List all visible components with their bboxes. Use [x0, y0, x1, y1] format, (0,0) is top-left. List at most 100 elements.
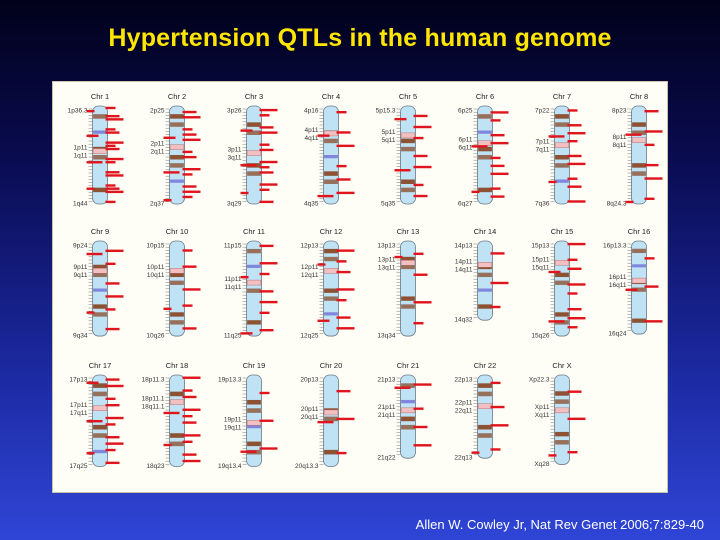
chromosome-name: Chr 12 [320, 227, 343, 236]
band-label: 5q35 [381, 201, 396, 208]
chromosome-band [632, 163, 646, 168]
qtl-marker [259, 143, 270, 146]
band-label: 12p13 [300, 243, 318, 250]
band-label: 16q24 [608, 331, 626, 338]
chromosome-band [478, 433, 492, 438]
qtl-marker [182, 389, 193, 392]
band-label: 6p25 [458, 108, 473, 115]
chromosome-band [555, 280, 569, 285]
band-label: 4q35 [304, 201, 319, 208]
qtl-marker [490, 448, 501, 451]
qtl-marker [413, 194, 428, 198]
chromosome-name: Chr 3 [245, 92, 263, 101]
chromosome-band [324, 179, 338, 184]
chromosome-band [401, 416, 415, 422]
qtl-marker [336, 191, 355, 195]
qtl-marker [548, 180, 557, 184]
chromosome-band [632, 122, 646, 127]
qtl-marker [105, 174, 124, 177]
chromosome-band [247, 288, 261, 293]
chromosome-band [401, 179, 415, 184]
chromosome-band [401, 424, 415, 430]
qtl-marker [413, 154, 428, 158]
qtl-marker [548, 270, 561, 274]
qtl-marker [105, 461, 120, 465]
band-label: 3q11 [228, 155, 242, 162]
chromosome-band [401, 304, 415, 309]
qtl-marker [105, 397, 116, 400]
qtl-marker [490, 133, 505, 137]
qtl-marker [336, 270, 351, 274]
qtl-marker [644, 177, 663, 180]
qtl-marker [567, 307, 582, 311]
centromere [554, 260, 570, 266]
centromere [323, 267, 339, 274]
qtl-marker [644, 257, 655, 260]
band-label: 11q25 [224, 333, 242, 340]
qtl-marker [413, 183, 424, 187]
band-label: 11p11 [224, 276, 241, 283]
qtl-marker [182, 155, 197, 159]
qtl-marker [625, 288, 638, 291]
qtl-marker [490, 252, 505, 255]
band-label: 12q25 [300, 333, 318, 340]
band-label: 13p11 [378, 256, 396, 263]
qtl-marker [182, 408, 201, 411]
qtl-marker [163, 307, 172, 311]
chromosome-band [170, 122, 184, 127]
band-label: 18p11.3 [141, 377, 164, 384]
chromosome-band [555, 122, 569, 127]
qtl-marker [567, 200, 586, 203]
band-label: Xp11 [535, 404, 550, 411]
qtl-marker [182, 138, 201, 142]
chromosome-band [478, 383, 492, 388]
qtl-marker [105, 404, 120, 407]
band-label: 8p11 [613, 134, 627, 141]
chromosome-band [401, 296, 415, 301]
band-label: 17q25 [69, 463, 87, 470]
qtl-marker [336, 316, 351, 319]
band-label: 13p13 [377, 243, 395, 250]
qtl-marker [567, 162, 586, 166]
chromosome-band [324, 138, 338, 144]
qtl-marker [182, 265, 197, 268]
qtl-marker [105, 106, 116, 110]
qtl-marker [105, 200, 116, 204]
band-label: 17p11 [70, 402, 88, 409]
qtl-marker [548, 320, 565, 323]
band-label: 13q34 [377, 333, 395, 340]
band-label: 16p11 [609, 274, 627, 281]
band-label: 18q11.1 [141, 404, 164, 411]
centromere [246, 150, 262, 156]
centromere [554, 142, 570, 148]
qtl-marker [105, 282, 120, 285]
qtl-marker [567, 177, 578, 180]
qtl-marker [105, 249, 124, 253]
qtl-marker [259, 188, 270, 191]
qtl-marker [336, 327, 355, 330]
chromosome-band [93, 272, 107, 278]
qtl-marker [490, 381, 501, 385]
qtl-marker [240, 275, 249, 279]
chromosome-band [93, 391, 107, 397]
chromosome-band [170, 155, 184, 160]
qtl-marker [105, 114, 120, 118]
chromosome-band [324, 416, 338, 422]
qtl-marker [336, 178, 351, 181]
chromosome-band [478, 114, 492, 119]
qtl-marker [567, 154, 582, 158]
chromosome-band [555, 272, 569, 278]
qtl-marker [86, 134, 99, 137]
chromosome-name: Chr 5 [399, 92, 417, 101]
band-label: 20p13 [300, 377, 318, 384]
chromosome-band [93, 288, 107, 292]
centromere [92, 267, 108, 274]
chromosome-band [170, 179, 184, 183]
qtl-marker [105, 190, 124, 194]
qtl-marker [86, 109, 95, 113]
qtl-marker [105, 384, 124, 388]
band-label: 15q11 [532, 264, 550, 271]
chromosome-band [93, 114, 107, 119]
chromosome-band [93, 433, 107, 438]
